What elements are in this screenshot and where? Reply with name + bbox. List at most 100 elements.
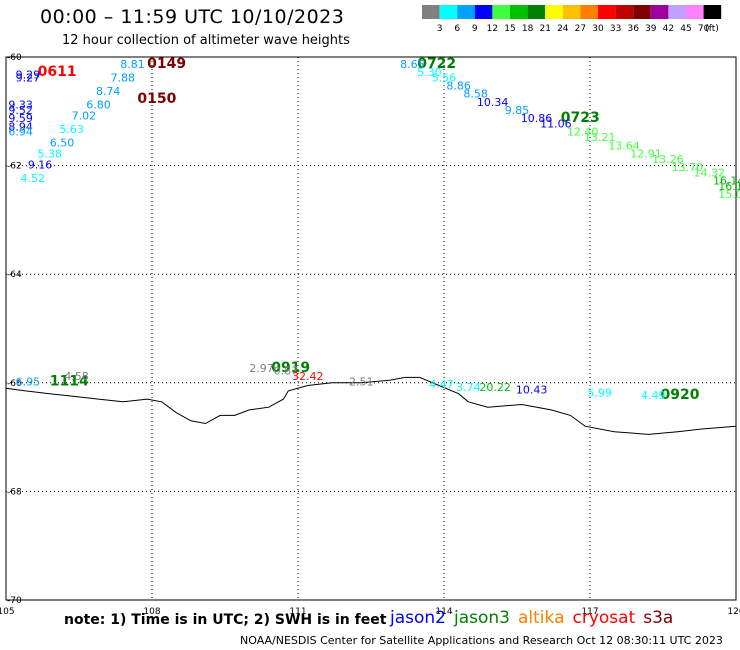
color-scale-label: 36 xyxy=(627,24,639,33)
longitude-tick-label: 117 xyxy=(581,607,598,617)
color-swatch xyxy=(510,5,528,19)
wave-height-label: 7.02 xyxy=(72,109,97,122)
wave-height-label: 5.63 xyxy=(59,123,84,136)
wave-height-label: 5.38 xyxy=(38,147,63,160)
color-scale-label: 45 xyxy=(680,24,691,33)
wave-height-label: 15.05 xyxy=(718,188,740,201)
color-scale-label: 15 xyxy=(504,24,515,33)
wave-height-label: 3.74 xyxy=(456,381,481,394)
map-subtitle: 12 hour collection of altimeter wave hei… xyxy=(62,33,350,48)
pass-time-label: 0920 xyxy=(661,387,700,403)
longitude-tick-label: 114 xyxy=(435,607,452,617)
map-title: 00:00 – 11:59 UTC 10/10/2023 xyxy=(40,6,345,28)
color-scale-label: 6 xyxy=(454,24,460,33)
wave-height-label: 6.94 xyxy=(8,126,33,139)
latitude-tick-label: -70 xyxy=(7,596,22,606)
wave-height-label: 0.87 xyxy=(274,365,299,378)
coastline xyxy=(5,376,737,435)
wave-height-label: 32.42 xyxy=(292,370,324,383)
pass-time-label: 0611 xyxy=(38,64,77,80)
wave-height-label: 8.86 xyxy=(446,80,471,93)
color-swatch xyxy=(615,5,634,19)
wave-height-label: 12.91 xyxy=(630,147,662,160)
wave-height-label: 7.88 xyxy=(111,71,136,84)
footnote: note: 1) Time is in UTC; 2) SWH is in fe… xyxy=(64,612,387,628)
pass-time-label: 0722 xyxy=(417,56,456,72)
color-scale-label: 70 xyxy=(698,24,710,33)
wave-height-label: 13.21 xyxy=(584,131,616,144)
wave-height-label: 10.34 xyxy=(477,96,509,109)
color-swatch xyxy=(474,5,493,19)
color-swatch xyxy=(439,5,458,19)
color-swatch xyxy=(492,5,510,19)
wave-height-label: 12.40 xyxy=(567,126,599,139)
wave-height-label: 4.52 xyxy=(21,172,46,185)
wave-height-label: 13.26 xyxy=(652,153,684,166)
wave-height-label: 8.58 xyxy=(463,88,488,101)
color-swatch xyxy=(562,5,581,19)
pass-time-label: 0919 xyxy=(271,360,310,376)
latitude-tick-label: -66 xyxy=(7,379,22,389)
satellite-legend-entry: jason3 xyxy=(454,608,510,628)
wave-height-label: 2.51 xyxy=(349,376,374,389)
wave-height-label: 8.94 xyxy=(8,120,33,133)
color-scale-label: 9 xyxy=(472,24,478,33)
wave-height-label: 9.33 xyxy=(8,99,33,112)
wave-height-label: 8.65 xyxy=(400,58,425,71)
color-swatch xyxy=(668,5,686,19)
color-swatch xyxy=(545,5,563,19)
longitude-tick-label: 120 xyxy=(727,607,740,617)
latitude-tick-label: -60 xyxy=(7,53,22,63)
wave-height-label: 9.52 xyxy=(8,104,33,117)
wave-height-label: 13.70 xyxy=(672,161,704,174)
wave-height-label: 5.99 xyxy=(587,386,612,399)
color-scale-label: 42 xyxy=(663,24,674,33)
wave-height-label: 16.10 xyxy=(718,180,740,193)
wave-height-label: 9.27 xyxy=(16,71,41,84)
color-scale-label: 12 xyxy=(487,24,498,33)
color-swatch xyxy=(703,5,722,19)
wave-height-label: 10.86 xyxy=(521,112,553,125)
wave-height-label: 9.29 xyxy=(16,69,41,82)
satellite-legend: jason2 jason3 altika cryosat s3a xyxy=(390,608,681,628)
wave-height-label: 4.58 xyxy=(64,370,89,383)
color-swatch xyxy=(633,5,651,19)
satellite-legend-entry: jason2 xyxy=(390,608,446,628)
color-swatch xyxy=(598,5,616,19)
wave-height-label: 11.06 xyxy=(540,118,572,131)
longitude-tick-label: 105 xyxy=(0,607,15,617)
wave-height-label: 9.85 xyxy=(505,104,530,117)
wave-height-label: 9.16 xyxy=(28,158,53,171)
wave-height-label: 6.50 xyxy=(50,137,75,150)
color-scale-label: 3 xyxy=(437,24,443,33)
wave-height-label: 4.49 xyxy=(641,389,666,402)
wave-height-label: 5.56 xyxy=(432,71,457,84)
color-scale-label: 30 xyxy=(592,24,604,33)
color-scale-legend: 3 6 9 12 15 18 21 24 27 30 33 36 39 42 45 70(ft) xyxy=(422,5,722,33)
pass-time-label: 0723 xyxy=(561,110,600,126)
latitude-tick-label: -64 xyxy=(7,270,22,280)
satellite-legend-entry: cryosat xyxy=(572,608,636,628)
wave-height-label: 16.14 xyxy=(713,175,740,188)
map-frame xyxy=(5,56,737,601)
color-scale-label: 39 xyxy=(645,24,657,33)
latitude-tick-label: -68 xyxy=(7,487,22,497)
color-scale-unit: (ft) xyxy=(705,24,719,33)
pass-time-label: 0149 xyxy=(147,56,186,72)
color-swatch xyxy=(422,5,440,19)
color-scale-label: 33 xyxy=(610,24,621,33)
wave-height-label: 5.30 xyxy=(417,66,442,79)
color-swatch xyxy=(580,5,598,19)
wave-height-label: 2.97 xyxy=(249,362,274,375)
wave-height-label: 8.74 xyxy=(96,85,121,98)
pass-time-label: 1114 xyxy=(50,374,89,390)
color-scale-label: 18 xyxy=(522,24,534,33)
color-swatch xyxy=(457,5,475,19)
color-scale-label: 27 xyxy=(575,24,586,33)
color-swatch xyxy=(527,5,546,19)
color-swatch xyxy=(686,5,704,19)
latitude-tick-label: -62 xyxy=(7,162,22,172)
wave-height-label: 9.59 xyxy=(8,112,33,125)
wave-height-label: 20.22 xyxy=(479,381,511,394)
